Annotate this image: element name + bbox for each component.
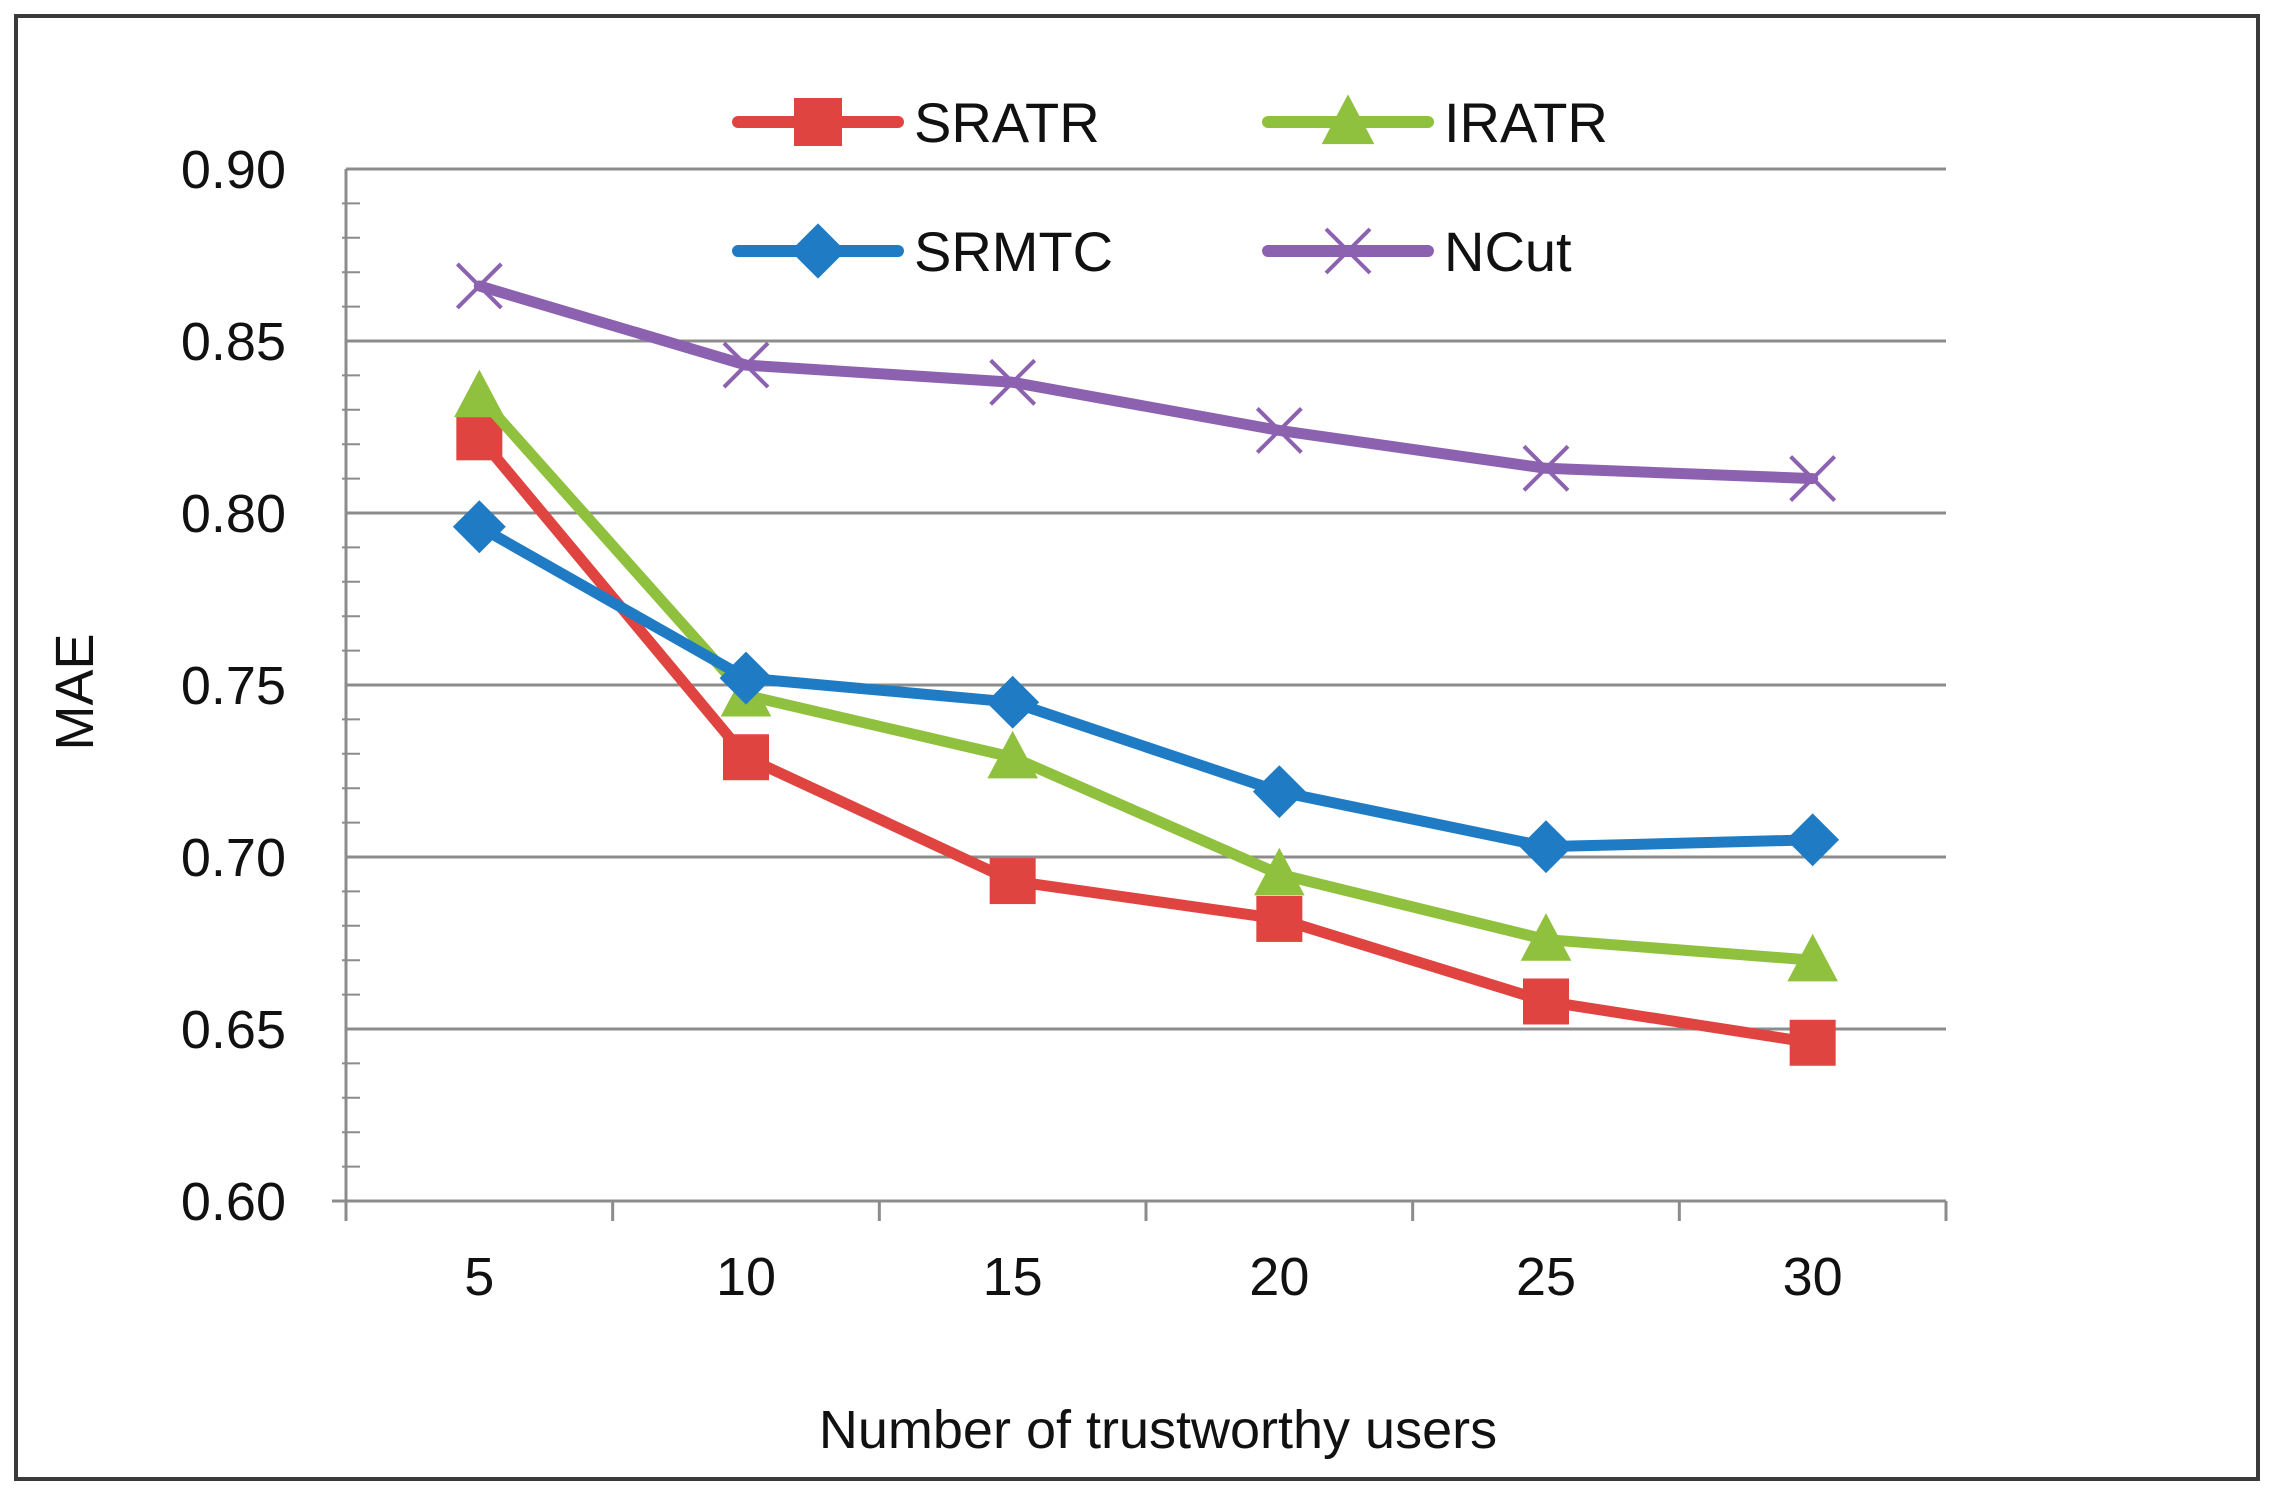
legend-label: SRMTC (914, 220, 1113, 283)
series-srmtc (452, 500, 1840, 874)
series-line-srmtc (473, 521, 1819, 853)
legend-item-iratr: IRATR (1262, 91, 1608, 154)
data-point-ncut (1255, 407, 1303, 454)
data-point-sratr (1523, 978, 1569, 1025)
data-point-srmtc (1786, 813, 1840, 867)
data-point-ncut (455, 262, 503, 310)
y-tick-label: 0.75 (181, 656, 286, 716)
y-tick-labels: 0.60 0.65 0.70 0.75 0.80 0.85 0.90 (181, 140, 286, 1232)
data-point-ncut (1789, 455, 1837, 503)
chart-frame: 0.60 0.65 0.70 0.75 0.80 0.85 0.90 5 10 15 20 25 30… (14, 14, 2260, 1481)
y-tick-label: 0.85 (181, 312, 286, 372)
axes (332, 169, 1948, 1221)
data-point-sratr (1789, 1019, 1836, 1066)
series-line-ncut (473, 280, 1819, 485)
data-point-sratr (1256, 895, 1303, 942)
data-point-srmtc (1252, 765, 1306, 819)
data-point-iratr (454, 369, 505, 418)
data-point-sratr (456, 414, 503, 461)
y-tick-label: 0.90 (181, 140, 286, 200)
y-tick-label: 0.60 (181, 1172, 286, 1232)
series-sratr (456, 414, 1836, 1066)
legend-label: IRATR (1444, 91, 1608, 154)
y-tick-label: 0.65 (181, 1000, 286, 1060)
legend-marker (1324, 227, 1372, 275)
gridlines (346, 167, 1946, 1031)
y-axis-title: MAE (45, 633, 105, 750)
x-tick-label: 15 (983, 1247, 1043, 1307)
data-point-srmtc (1519, 820, 1573, 874)
marker-stroke (1324, 227, 1372, 275)
data-point-srmtc (452, 500, 506, 554)
x-tick-label: 10 (716, 1247, 776, 1307)
data-point-sratr (989, 858, 1036, 905)
legend-marker (790, 223, 846, 279)
series-line-sratr (473, 431, 1819, 1049)
marker-stroke (1789, 455, 1837, 503)
marker-stroke (1522, 444, 1570, 492)
chart: 0.60 0.65 0.70 0.75 0.80 0.85 0.90 5 10 15 20 25 30… (45, 91, 1948, 1460)
marker-stroke (1255, 407, 1303, 454)
series-iratr (454, 369, 1838, 982)
x-tick-label: 30 (1783, 1247, 1843, 1307)
y-tick-label: 0.70 (181, 828, 286, 888)
y-tick-label: 0.80 (181, 484, 286, 544)
x-tick-label: 25 (1516, 1247, 1576, 1307)
marker-stroke (722, 341, 770, 389)
legend-label: NCut (1444, 220, 1572, 283)
x-axis-title: Number of trustworthy users (819, 1400, 1497, 1460)
legend-label: SRATR (914, 91, 1100, 154)
data-point-srmtc (986, 675, 1040, 729)
x-tick-label: 20 (1249, 1247, 1309, 1307)
data-point-iratr (987, 730, 1038, 779)
data-point-iratr (1254, 847, 1305, 896)
legend-marker (1321, 94, 1375, 145)
legend-item-srmtc: SRMTC (732, 220, 1113, 283)
data-point-srmtc (719, 651, 773, 705)
data-point-iratr (1787, 933, 1838, 982)
marker-stroke (455, 262, 503, 310)
data-point-iratr (1520, 913, 1572, 961)
series-ncut (455, 262, 1837, 503)
legend: SRATR IRATR SRMTC NCut (732, 91, 1608, 283)
data-point-ncut (722, 341, 770, 389)
data-point-sratr (723, 734, 769, 781)
data-point-ncut (1522, 444, 1570, 492)
series-line-iratr (473, 390, 1819, 966)
legend-item-sratr: SRATR (732, 91, 1100, 154)
x-tick-label: 5 (464, 1247, 494, 1307)
series (452, 262, 1840, 1066)
data-point-ncut (989, 358, 1037, 406)
legend-marker (794, 98, 842, 146)
x-tick-labels: 5 10 15 20 25 30 (464, 1247, 1842, 1307)
legend-item-ncut: NCut (1262, 220, 1572, 283)
marker-stroke (989, 358, 1037, 406)
